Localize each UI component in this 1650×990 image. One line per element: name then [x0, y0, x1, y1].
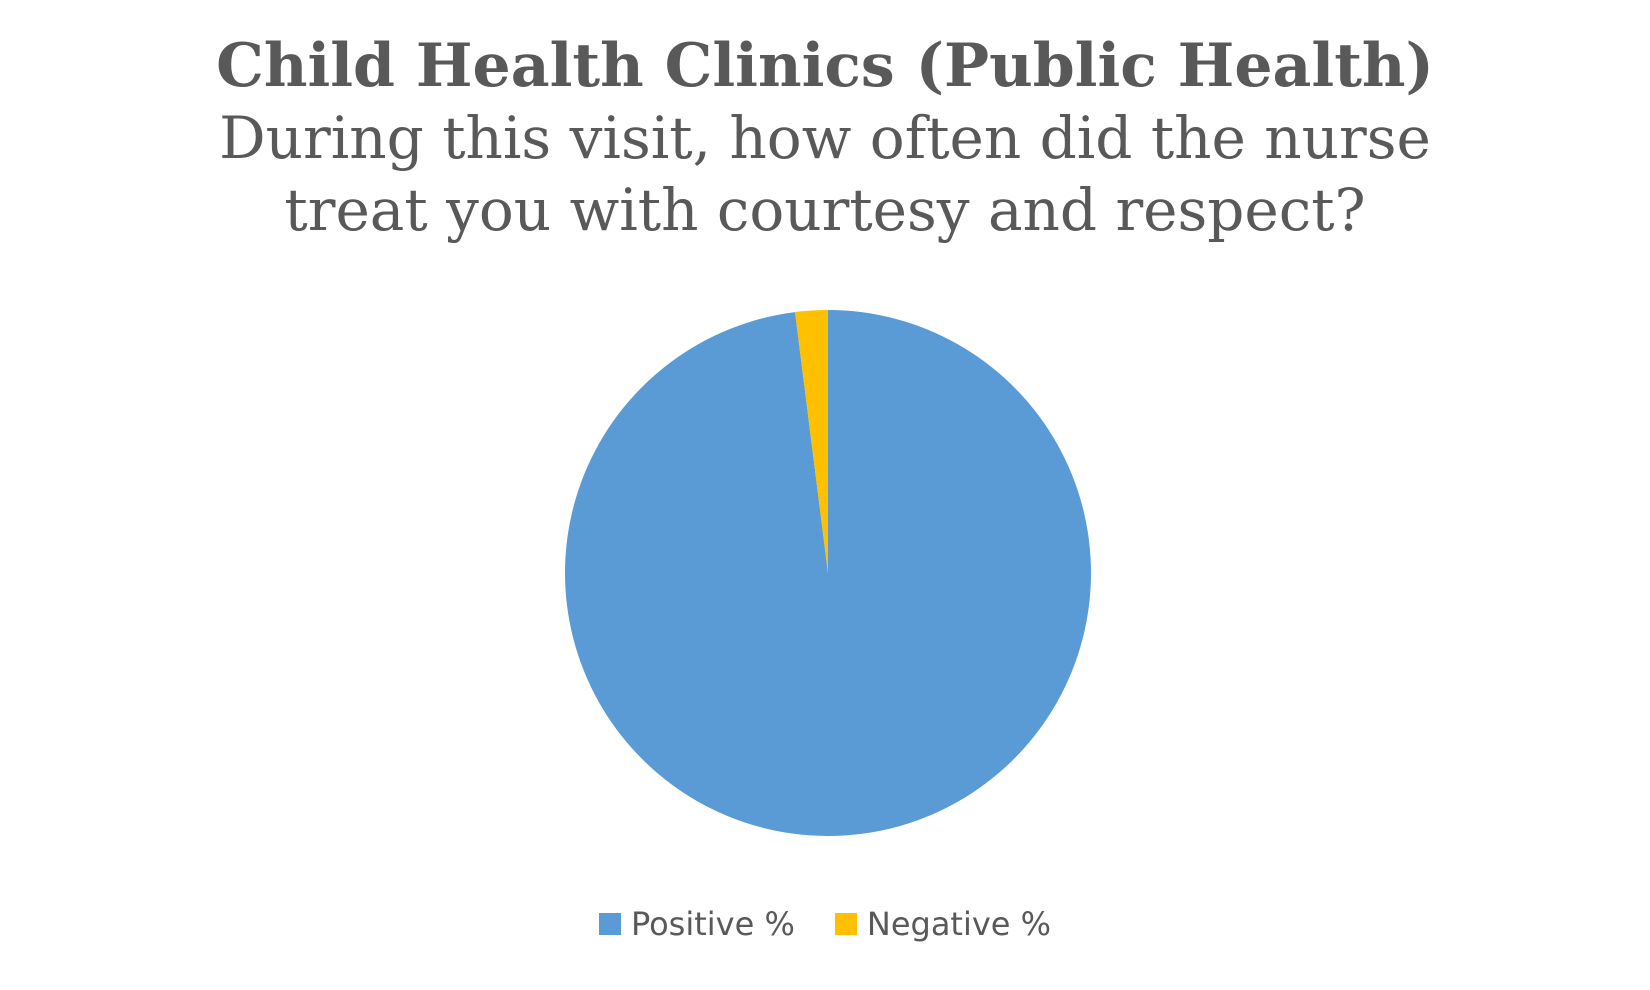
- legend: Positive % Negative %: [0, 905, 1650, 943]
- legend-item-positive: Positive %: [598, 905, 795, 943]
- legend-label-positive: Positive %: [630, 905, 795, 943]
- chart-subtitle-line-2: treat you with courtesy and respect?: [284, 176, 1366, 244]
- pie-slice-positive: [564, 310, 1091, 836]
- legend-label-negative: Negative %: [866, 905, 1052, 943]
- chart-title-main: Child Health Clinics (Public Health): [216, 31, 1434, 101]
- legend-swatch-positive: [598, 913, 621, 935]
- legend-item-negative: Negative %: [834, 905, 1052, 943]
- pie-slice-negative: [795, 310, 828, 573]
- chart-title: Child Health Clinics (Public Health) Dur…: [0, 30, 1650, 246]
- legend-swatch-negative: [834, 913, 857, 935]
- chart-subtitle-line-1: During this visit, how often did the nur…: [219, 104, 1431, 172]
